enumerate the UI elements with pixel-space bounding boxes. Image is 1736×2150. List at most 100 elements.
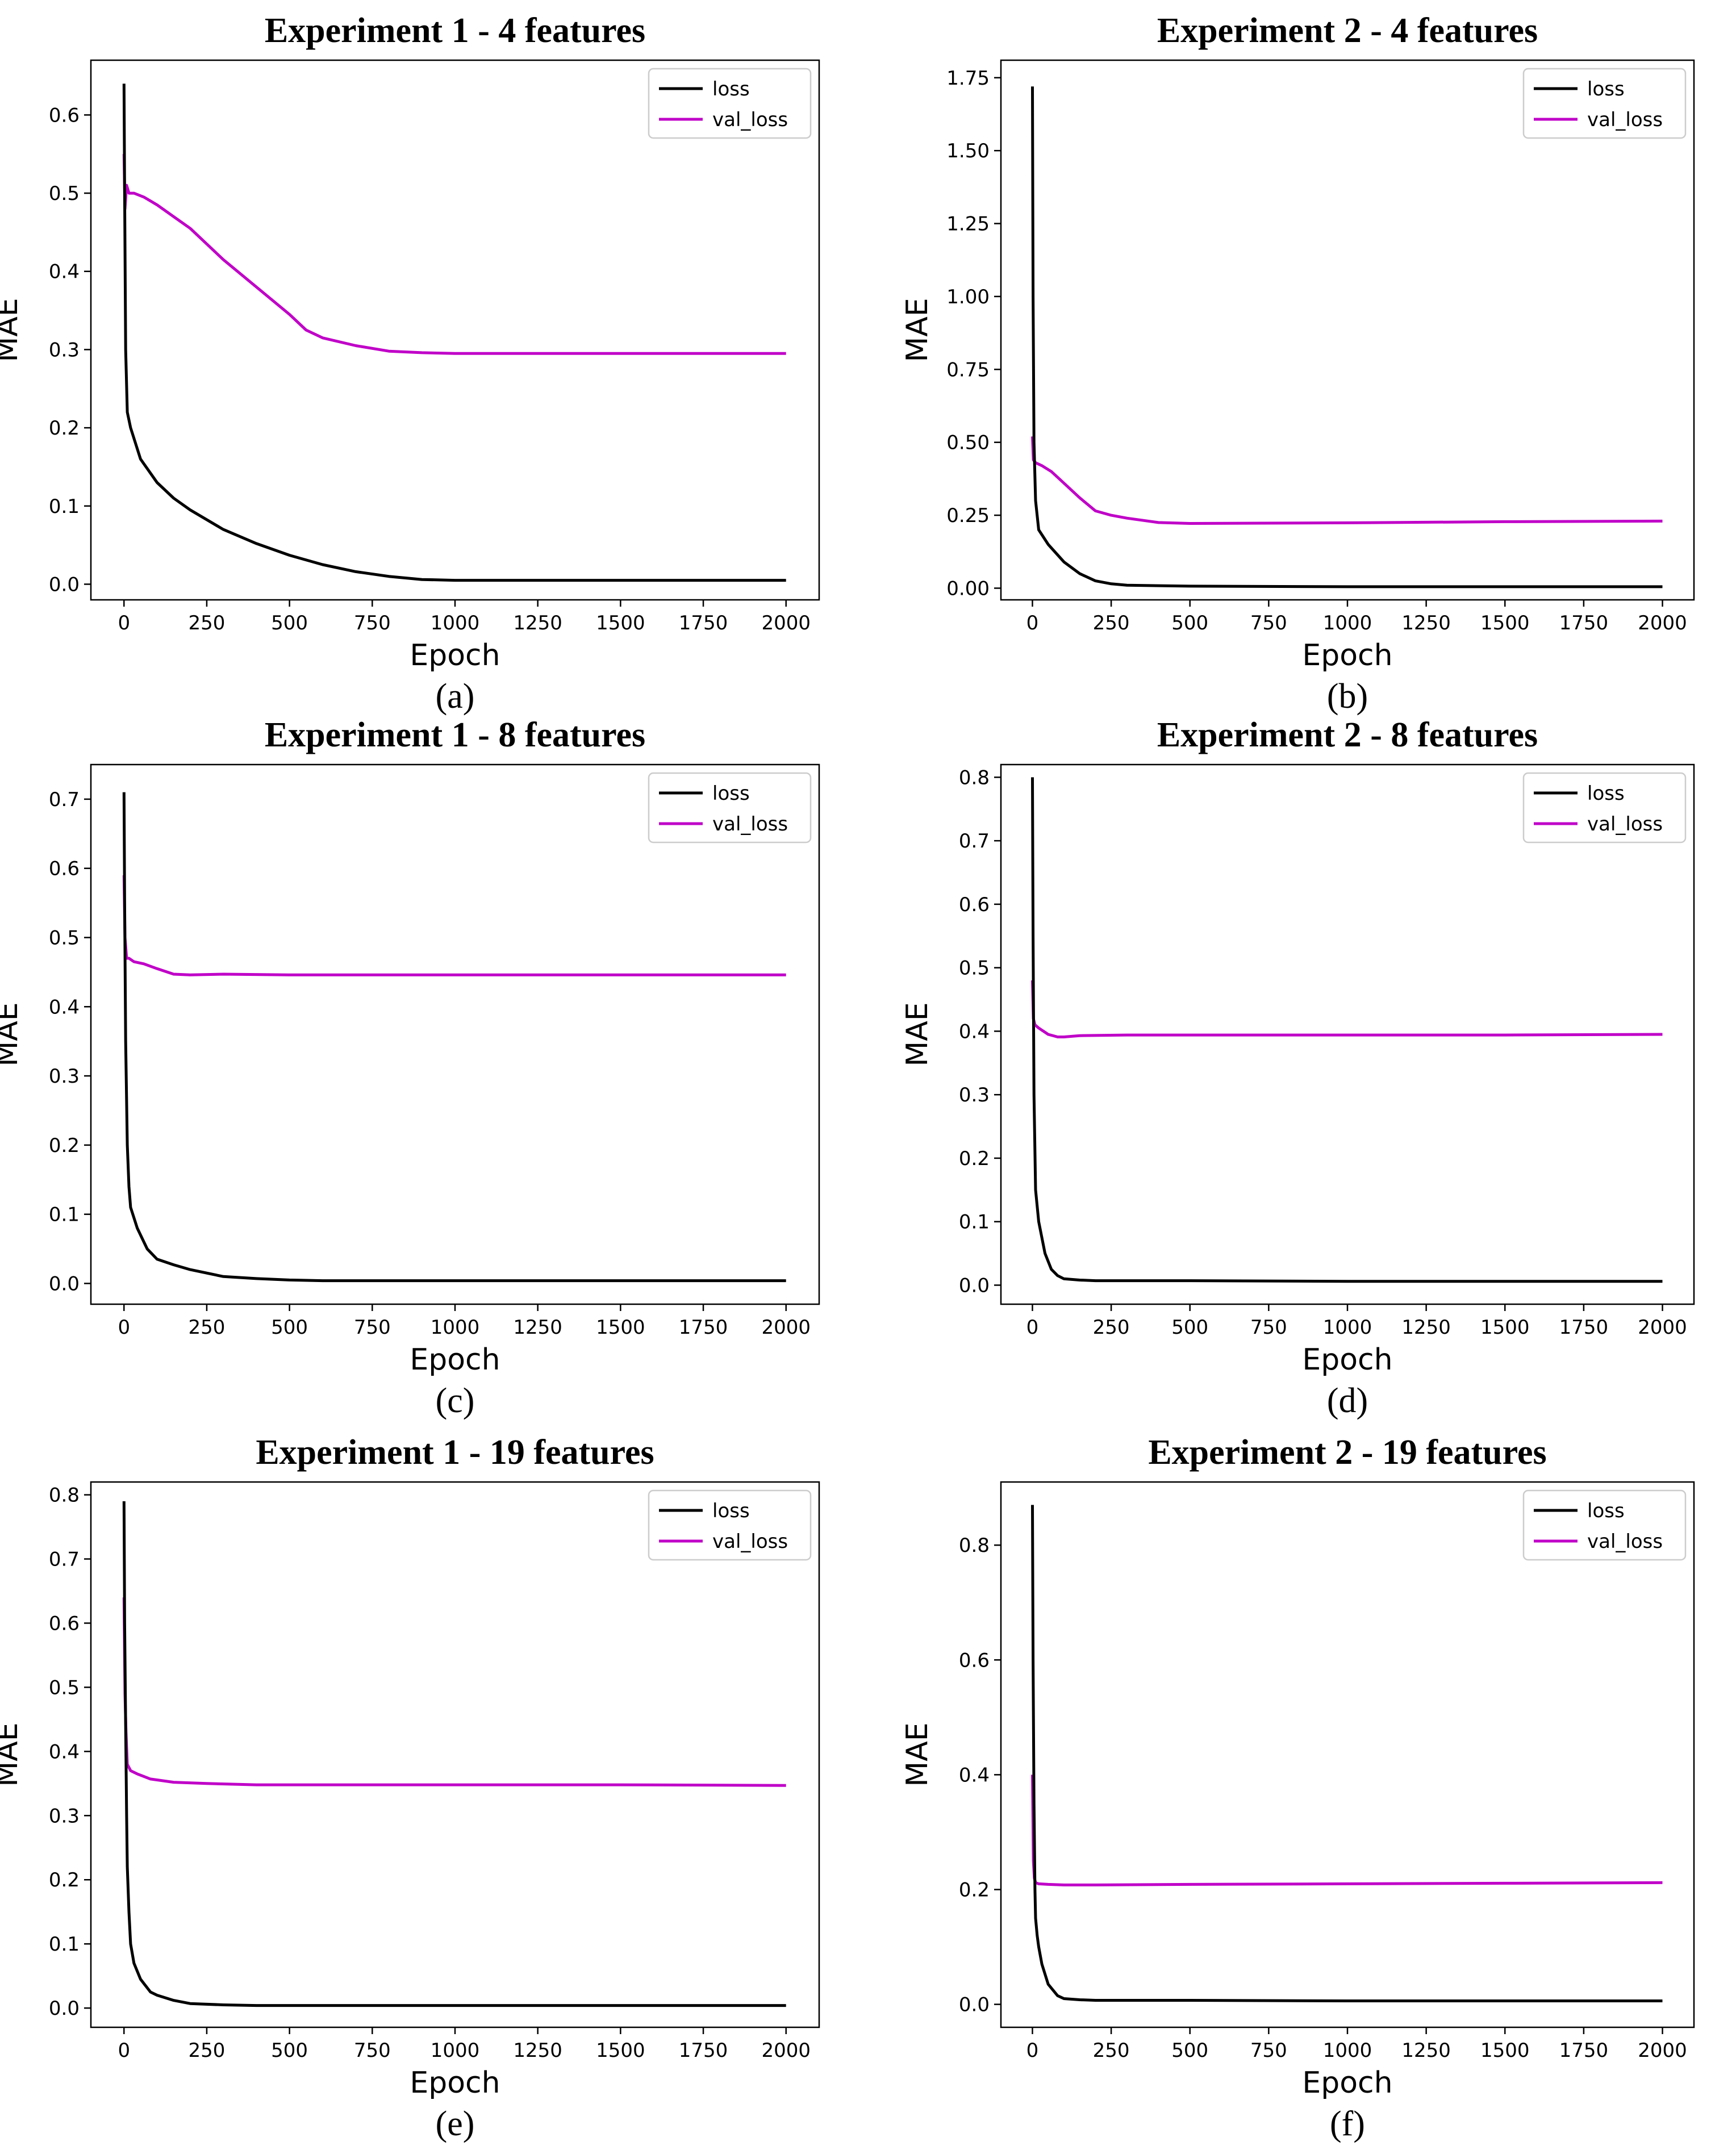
series-line-loss [122,1501,786,2007]
y-tick-label: 0.8 [959,766,990,789]
series-line-loss [1031,1505,1663,2002]
x-tick-label: 750 [354,612,391,634]
plot-frame [1000,1481,1695,2028]
panel-caption: (d) [1327,1381,1368,1420]
y-tick-label: 1.25 [946,213,990,236]
y-tick-label: 1.50 [946,140,990,162]
x-tick-label: 1000 [431,2039,480,2062]
series-line-val-loss [122,1597,786,1787]
x-tick-label: 1500 [1480,612,1530,634]
y-tick-label: 0.3 [49,1805,80,1827]
x-tick-label: 1500 [1480,2039,1530,2062]
plot-frame [90,1481,820,2028]
x-tick-label: 500 [271,612,308,634]
legend-label-loss: loss [712,782,750,805]
x-tick-label: 2000 [1638,612,1687,634]
legend-label-loss: loss [712,78,750,101]
y-tick-label: 0.7 [959,830,990,853]
x-tick-label: 1250 [1401,2039,1451,2062]
chart-panel-f: Experiment 2 - 19 features 0 250 500 750 1000… [900,1433,1695,2143]
x-tick-label: 750 [1250,2039,1287,2062]
series-line-loss [122,792,786,1283]
x-tick-label: 1250 [513,1316,562,1339]
y-tick-label: 0.1 [49,495,80,518]
x-tick-label: 1750 [1559,2039,1609,2062]
panel-caption: (a) [436,677,475,716]
y-tick-label: 0.7 [49,1548,80,1571]
y-tick-label: 0.6 [959,1649,990,1672]
y-tick-label: 0.1 [49,1204,80,1226]
y-tick-label: 0.8 [49,1484,80,1507]
legend-label-val-loss: val_loss [1587,108,1663,131]
y-tick-label: 0.25 [946,504,990,527]
x-axis-label: Epoch [1302,1343,1392,1377]
x-tick-label: 1000 [1323,2039,1372,2062]
y-axis-label: MAE [0,1002,24,1066]
x-tick-label: 1500 [596,1316,645,1339]
x-tick-label: 250 [1093,612,1130,634]
x-tick-label: 0 [118,612,130,634]
x-tick-label: 0 [118,1316,130,1339]
y-tick-label: 0.00 [946,577,990,600]
x-tick-label: 1750 [679,1316,728,1339]
x-tick-label: 1750 [1559,612,1609,634]
chart-panel-d: Experiment 2 - 8 features 0 250 500 750 1000 1… [900,716,1695,1420]
legend: loss val_loss [648,1489,812,1561]
y-tick-label: 0.4 [959,1764,990,1786]
series-line-val-loss [122,154,786,355]
y-tick-label: 0.0 [959,1994,990,2017]
legend-label-val-loss: val_loss [712,813,788,836]
x-tick-label: 250 [1093,1316,1130,1339]
legend-label-loss: loss [1587,78,1625,101]
x-axis-label: Epoch [410,638,500,673]
y-tick-label: 0.0 [49,1272,80,1295]
x-tick-label: 1000 [1323,612,1372,634]
y-tick-label: 0.4 [959,1020,990,1043]
y-tick-label: 0.3 [49,339,80,361]
panel-caption: (f) [1330,2105,1365,2143]
series-line-val-loss [122,875,786,976]
x-tick-label: 1500 [596,2039,645,2062]
y-tick-label: 0.5 [49,182,80,205]
chart-title: Experiment 2 - 4 features [1157,11,1538,50]
y-axis-label: MAE [0,298,24,362]
y-tick-label: 0.6 [959,894,990,916]
x-tick-label: 2000 [1638,1316,1687,1339]
x-tick-label: 0 [1026,2039,1039,2062]
series-line-val-loss [1031,436,1663,525]
y-axis-label: MAE [900,298,934,362]
chart-panel-b: Experiment 2 - 4 features 0 250 500 750 1000 1… [900,11,1695,716]
x-tick-label: 2000 [1638,2039,1687,2062]
y-tick-label: 0.5 [49,1676,80,1699]
chart-panel-c: Experiment 1 - 8 features 0 250 500 750 1000 1… [0,716,820,1420]
y-tick-label: 0.3 [959,1084,990,1107]
x-tick-label: 750 [1250,1316,1287,1339]
legend-label-loss: loss [1587,1500,1625,1522]
legend-label-val-loss: val_loss [1587,813,1663,836]
legend: loss val_loss [648,68,812,139]
x-tick-label: 250 [189,612,226,634]
x-tick-label: 500 [271,2039,308,2062]
x-tick-label: 1000 [431,612,480,634]
x-tick-label: 750 [354,2039,391,2062]
x-tick-label: 1750 [1559,1316,1609,1339]
y-tick-label: 0.3 [49,1065,80,1088]
x-tick-label: 1750 [679,2039,728,2062]
panel-caption: (c) [436,1381,475,1420]
y-tick-label: 0.4 [49,1740,80,1763]
chart-panel-e: Experiment 1 - 19 features 0 250 500 750 1000… [0,1433,820,2143]
x-tick-label: 1500 [1480,1316,1530,1339]
series-line-loss [1031,777,1663,1283]
legend-label-val-loss: val_loss [1587,1530,1663,1553]
y-tick-label: 0.0 [959,1274,990,1297]
x-tick-label: 0 [1026,612,1039,634]
x-tick-label: 1250 [1401,612,1451,634]
y-tick-label: 0.1 [49,1933,80,1956]
x-tick-label: 1250 [513,612,562,634]
x-tick-label: 0 [1026,1316,1039,1339]
y-tick-label: 0.1 [959,1211,990,1234]
plot-frame [1000,59,1695,601]
y-axis-label: MAE [900,1722,934,1786]
y-tick-label: 0.5 [959,957,990,980]
